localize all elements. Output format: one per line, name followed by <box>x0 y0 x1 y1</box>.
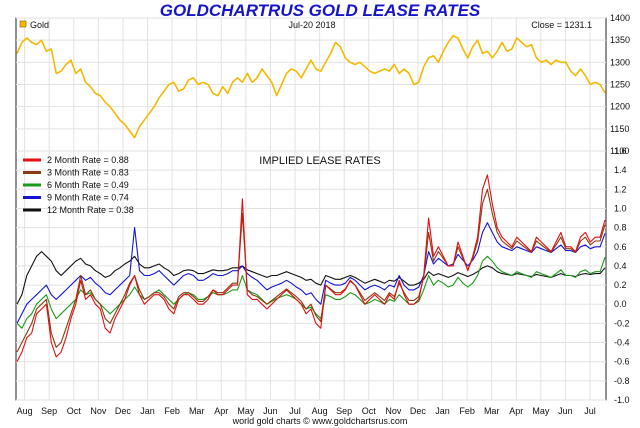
legend-label: 3 Month Rate = 0.83 <box>47 168 129 178</box>
close-price-label: Close = 1231.1 <box>531 20 592 30</box>
lease-y-tick-label: 0.2 <box>614 280 627 290</box>
x-tick-label: Jun <box>558 406 573 416</box>
x-tick-label: May <box>237 406 255 416</box>
gold-price-line <box>16 34 606 139</box>
gold-y-tick-label: 1300 <box>610 57 630 67</box>
lease-y-tick-label: -0.8 <box>614 376 630 386</box>
lease-rate-line-1 <box>16 188 606 353</box>
lease-y-tick-label: 0.4 <box>614 261 627 271</box>
lease-y-tick-label: 1.6 <box>614 146 627 156</box>
gold-y-tick-label: 1350 <box>610 35 630 45</box>
lease-rate-line-3 <box>16 222 606 324</box>
x-tick-label: Nov <box>385 406 402 416</box>
lease-rates-legend: 2 Month Rate = 0.88 3 Month Rate = 0.83 6 … <box>23 155 134 215</box>
x-tick-label: May <box>532 406 550 416</box>
lease-y-tick-label: 0.6 <box>614 242 627 252</box>
x-tick-label: Nov <box>90 406 107 416</box>
x-tick-label: Sep <box>41 406 57 416</box>
page-title: GOLDCHARTRUS GOLD LEASE RATES <box>159 1 481 20</box>
grid-lines <box>16 17 606 401</box>
legend-label: 9 Month Rate = 0.74 <box>47 193 129 203</box>
x-tick-label: Jan <box>435 406 450 416</box>
legend-label: 2 Month Rate = 0.88 <box>47 155 129 165</box>
x-tick-label: Dec <box>115 406 132 416</box>
lease-rate-line-0 <box>16 174 606 362</box>
x-tick-label: Aug <box>312 406 328 416</box>
chart-date-label: Jul-20 2018 <box>288 20 335 30</box>
x-tick-label: Oct <box>67 406 82 416</box>
footer-credit: world gold charts © www.goldchartsrus.co… <box>232 416 408 426</box>
gold-y-tick-label: 1200 <box>610 102 630 112</box>
x-tick-label: Jul <box>289 406 301 416</box>
lease-y-tick-label: -1.0 <box>614 395 630 405</box>
gold-y-tick-label: 1400 <box>610 13 630 23</box>
gold-y-tick-label: 1150 <box>610 124 629 134</box>
lease-rates-panel <box>15 150 607 401</box>
lease-y-tick-label: 0.0 <box>614 299 627 309</box>
x-tick-label: Mar <box>484 406 500 416</box>
lease-rate-line-2 <box>16 255 606 329</box>
x-tick-label: Oct <box>362 406 377 416</box>
axis-labels: Aug Sep Oct Nov Dec Jan Feb Mar Apr May Jun Jul Aug S… <box>17 13 630 416</box>
x-tick-label: Sep <box>336 406 352 416</box>
x-tick-label: Apr <box>509 406 523 416</box>
lease-y-tick-label: -0.6 <box>614 357 630 367</box>
x-tick-label: Dec <box>410 406 427 416</box>
x-tick-label: Mar <box>189 406 205 416</box>
x-tick-label: Jun <box>263 406 278 416</box>
gold-legend-swatch <box>19 20 27 28</box>
lease-rate-line-4 <box>16 251 606 305</box>
x-tick-label: Feb <box>459 406 475 416</box>
gold-y-tick-label: 1250 <box>610 80 630 90</box>
gold-legend-label: Gold <box>30 20 49 30</box>
lease-y-tick-label: 1.0 <box>614 203 627 213</box>
lease-y-tick-label: 1.2 <box>614 184 627 194</box>
lease-y-tick-label: 1.4 <box>614 165 627 175</box>
lease-y-tick-label: -0.4 <box>614 338 630 348</box>
legend-label: 12 Month Rate = 0.38 <box>47 205 134 215</box>
x-tick-label: Apr <box>214 406 228 416</box>
x-tick-label: Jan <box>140 406 155 416</box>
lease-y-tick-label: 0.8 <box>614 223 627 233</box>
x-tick-label: Aug <box>17 406 33 416</box>
legend-label: 6 Month Rate = 0.49 <box>47 180 129 190</box>
series-lines <box>16 34 606 362</box>
gold-y-tick-label: 1100 <box>610 146 629 156</box>
lease-rates-title: IMPLIED LEASE RATES <box>259 155 380 167</box>
x-tick-label: Feb <box>164 406 180 416</box>
lease-y-tick-label: -0.2 <box>614 318 630 328</box>
x-tick-label: Jul <box>584 406 596 416</box>
